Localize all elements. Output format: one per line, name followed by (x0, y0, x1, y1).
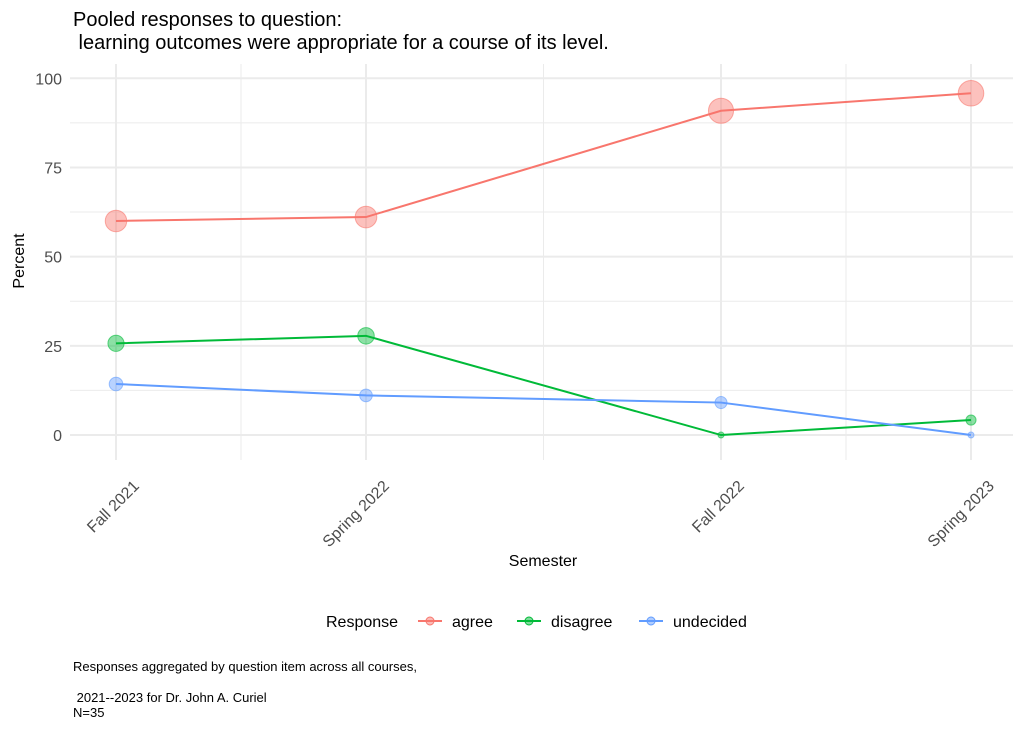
legend-title: Response (326, 614, 398, 631)
data-point-disagree (717, 431, 725, 439)
x-tick-label: Fall 2021 (84, 478, 143, 537)
data-point-agree (354, 205, 378, 229)
series-line-disagree (115, 334, 972, 437)
legend-label-agree: agree (452, 614, 493, 631)
data-point-disagree (107, 334, 125, 352)
data-point-undecided (108, 376, 124, 392)
data-point-disagree (357, 327, 375, 345)
data-point-agree (957, 79, 985, 107)
legend-key-point-disagree (524, 616, 534, 626)
y-tick-label: 0 (53, 428, 62, 445)
y-tick-label: 100 (35, 71, 62, 88)
data-point-agree (104, 209, 128, 233)
data-point-disagree (965, 414, 977, 426)
x-axis-ticks: Fall 2021 Spring 2022 Fall 2022 Spring 2023 (84, 478, 998, 551)
minor-gridlines (70, 64, 1013, 460)
data-point-agree (707, 97, 735, 124)
caption-line-3: 2021--2023 for Dr. John A. Curiel (73, 690, 267, 705)
series-line-agree (115, 92, 972, 222)
series-line-undecided (115, 383, 972, 437)
x-axis-title: Semester (509, 553, 578, 570)
legend-key-point-agree (425, 616, 435, 626)
y-axis-title: Percent (11, 233, 28, 289)
data-point-undecided (714, 396, 728, 410)
y-axis-ticks: 0 25 50 75 100 (35, 71, 62, 445)
y-tick-label: 75 (44, 160, 62, 177)
x-tick-label: Fall 2022 (689, 478, 748, 537)
x-tick-label: Spring 2023 (925, 478, 998, 551)
legend: Response agree disagree undecided (326, 614, 747, 631)
x-tick-label: Spring 2022 (320, 478, 393, 551)
legend-label-disagree: disagree (551, 614, 612, 631)
chart-title-line-1: Pooled responses to question: (73, 9, 343, 31)
caption-line-4: N=35 (73, 705, 105, 720)
y-tick-label: 25 (44, 339, 62, 356)
data-point-undecided (967, 431, 975, 439)
chart-title-line-2: learning outcomes were appropriate for a… (73, 32, 609, 54)
y-tick-label: 50 (44, 250, 62, 267)
data-point-undecided (359, 388, 373, 403)
caption-line-1: Responses aggregated by question item ac… (73, 659, 417, 674)
legend-key-point-undecided (646, 616, 656, 626)
series-lines (115, 92, 972, 437)
series-points (104, 79, 985, 439)
major-gridlines (70, 64, 1013, 460)
legend-label-undecided: undecided (673, 614, 747, 631)
